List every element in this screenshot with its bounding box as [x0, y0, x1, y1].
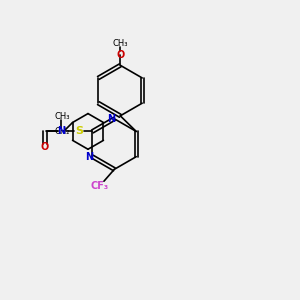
Text: O: O — [41, 142, 49, 152]
Text: N: N — [85, 152, 93, 162]
Text: CF₃: CF₃ — [90, 181, 109, 191]
Text: O: O — [116, 50, 124, 60]
Text: N: N — [57, 126, 65, 136]
Text: S: S — [75, 126, 83, 136]
Text: CH₂: CH₂ — [55, 127, 70, 136]
Text: N: N — [107, 114, 115, 124]
Text: CH₃: CH₃ — [112, 39, 128, 48]
Text: CH₃: CH₃ — [55, 112, 70, 121]
